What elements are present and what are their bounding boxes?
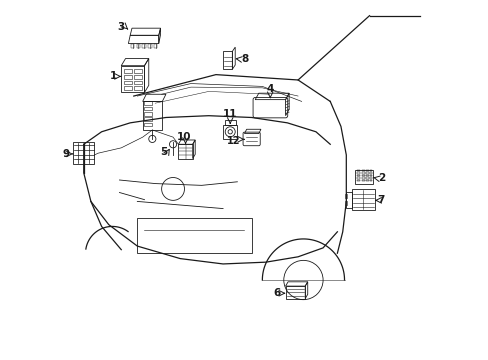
Bar — [369, 172, 372, 174]
Bar — [73, 143, 94, 164]
Bar — [134, 81, 142, 84]
Bar — [134, 86, 142, 90]
Bar — [223, 51, 232, 69]
Text: 6: 6 — [273, 288, 281, 298]
Bar — [137, 217, 251, 253]
Bar — [346, 192, 351, 207]
Text: 3: 3 — [117, 22, 124, 32]
Bar — [224, 120, 235, 125]
Bar — [369, 177, 372, 179]
Bar — [178, 144, 192, 158]
Bar — [357, 177, 360, 179]
Text: 1: 1 — [109, 71, 117, 81]
Bar — [285, 286, 305, 298]
Bar — [134, 75, 142, 78]
Bar — [144, 102, 151, 105]
Bar — [148, 44, 151, 48]
Bar — [121, 66, 144, 93]
Bar — [365, 180, 368, 181]
Bar — [357, 170, 360, 171]
Bar — [144, 112, 151, 116]
Bar — [357, 180, 360, 181]
Bar — [344, 201, 346, 205]
Bar — [142, 102, 162, 130]
Text: 8: 8 — [241, 54, 248, 64]
Bar — [144, 107, 151, 111]
Bar — [136, 44, 140, 48]
Bar — [357, 172, 360, 174]
Bar — [365, 177, 368, 179]
Text: 11: 11 — [223, 109, 237, 119]
Bar — [134, 69, 142, 73]
Text: 7: 7 — [377, 195, 385, 205]
Bar — [124, 75, 132, 78]
Bar — [361, 172, 364, 174]
Bar — [361, 175, 364, 176]
Bar — [124, 81, 132, 84]
Bar — [124, 86, 132, 90]
Bar — [365, 172, 368, 174]
Bar — [144, 123, 151, 126]
Bar — [369, 170, 372, 171]
Bar — [131, 44, 134, 48]
Bar — [351, 189, 374, 210]
Bar — [365, 175, 368, 176]
Text: 12: 12 — [227, 136, 241, 146]
Text: 10: 10 — [177, 132, 191, 142]
Bar — [124, 69, 132, 73]
Bar — [354, 170, 372, 184]
Text: 5: 5 — [160, 148, 166, 157]
Bar — [142, 44, 145, 48]
Text: 4: 4 — [266, 84, 273, 94]
Bar — [361, 170, 364, 171]
Bar — [361, 180, 364, 181]
Bar — [369, 175, 372, 176]
Bar — [361, 177, 364, 179]
Text: 9: 9 — [62, 149, 69, 159]
Bar — [357, 175, 360, 176]
Text: 2: 2 — [377, 173, 384, 183]
Bar — [153, 44, 157, 48]
Bar — [369, 180, 372, 181]
Bar — [144, 117, 151, 121]
Bar — [223, 125, 237, 139]
Bar — [365, 170, 368, 171]
Bar — [344, 194, 346, 198]
